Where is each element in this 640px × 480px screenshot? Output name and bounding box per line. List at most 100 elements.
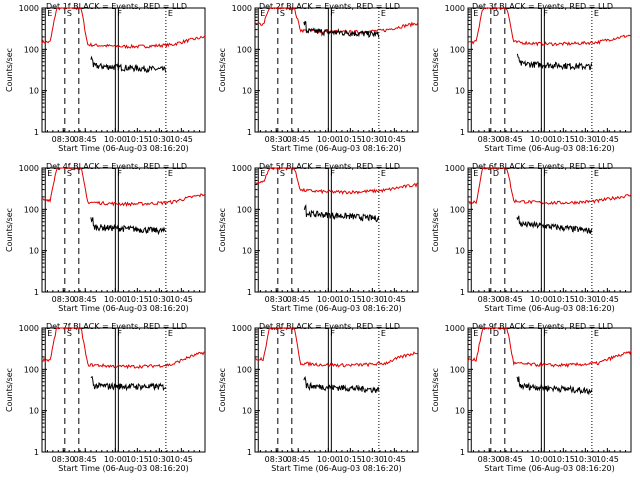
x-tick-label: 08:30 xyxy=(52,455,75,464)
y-tick-label: 1000 xyxy=(19,4,39,13)
plot-title: Det 9f BLACK = Events, RED = LLD xyxy=(472,322,613,331)
plot-frame xyxy=(254,167,419,293)
x-tick-label: 10:15 xyxy=(339,455,362,464)
y-tick-label: 100 xyxy=(24,45,39,54)
x-axis-label: Start Time (06-Aug-03 08:16:20) xyxy=(271,304,402,313)
detector-panel-3: Det 3f BLACK = Events, RED = LLD 1 10 100 10… xyxy=(431,2,632,153)
plot-frame xyxy=(254,327,419,453)
x-tick-label: 10:30 xyxy=(148,455,171,464)
time-marker-label: E xyxy=(473,169,478,178)
x-tick-label: 08:45 xyxy=(287,135,310,144)
x-tick-label: 10:15 xyxy=(126,295,149,304)
lld-series-line xyxy=(254,167,419,195)
y-tick-label: 1000 xyxy=(232,4,252,13)
events-series-line xyxy=(303,376,380,394)
x-tick-label: 10:45 xyxy=(383,455,406,464)
x-axis-label: Start Time (06-Aug-03 08:16:20) xyxy=(484,144,615,153)
x-tick-label: 08:30 xyxy=(478,455,501,464)
time-marker-label: E xyxy=(473,329,478,338)
plot-title: Det 4f BLACK = Events, RED = LLD xyxy=(46,162,187,171)
x-tick-label: 10:00 xyxy=(530,135,553,144)
events-series-line xyxy=(516,376,593,396)
time-marker-label: F xyxy=(117,169,122,178)
x-tick-label: 10:45 xyxy=(170,135,193,144)
y-tick-label: 1 xyxy=(247,448,252,457)
y-axis-label: Counts/sec xyxy=(218,48,227,92)
y-tick-label: 10 xyxy=(455,87,465,96)
y-tick-label: 10 xyxy=(242,407,252,416)
detector-panel-5: Det 5f BLACK = Events, RED = LLD 1 10 100 10… xyxy=(218,162,419,313)
lld-series-line xyxy=(41,166,206,207)
time-marker-label: F xyxy=(330,169,335,178)
y-tick-label: 100 xyxy=(237,205,252,214)
plot-frame xyxy=(254,7,419,133)
x-tick-label: 08:30 xyxy=(265,455,288,464)
y-tick-label: 1000 xyxy=(232,324,252,333)
plot-title: Det 2f BLACK = Events, RED = LLD xyxy=(259,2,400,11)
x-tick-label: 10:15 xyxy=(552,135,575,144)
x-tick-label: 10:15 xyxy=(339,135,362,144)
time-marker-label: E xyxy=(47,9,52,18)
plot-title: Det 8f BLACK = Events, RED = LLD xyxy=(259,322,400,331)
y-tick-label: 1 xyxy=(460,288,465,297)
y-tick-label: 10 xyxy=(242,247,252,256)
y-tick-label: 100 xyxy=(450,45,465,54)
lld-series-line xyxy=(467,7,632,47)
plot-title: Det 1f BLACK = Events, RED = LLD xyxy=(46,2,187,11)
y-axis-label: Counts/sec xyxy=(431,368,440,412)
lld-series-line xyxy=(254,7,419,35)
time-marker-label: E xyxy=(168,169,173,178)
y-tick-label: 1 xyxy=(247,288,252,297)
events-series-line xyxy=(516,53,593,71)
y-axis-label: Counts/sec xyxy=(431,48,440,92)
y-axis-label: Counts/sec xyxy=(5,208,14,252)
x-tick-label: 10:45 xyxy=(596,135,619,144)
events-series-line xyxy=(90,375,167,392)
time-marker-label: D xyxy=(493,169,499,178)
time-marker-label: E xyxy=(168,9,173,18)
time-marker-label: S xyxy=(67,329,72,338)
detector-panel-9: Det 9f BLACK = Events, RED = LLD 1 10 100 10… xyxy=(431,322,632,473)
y-tick-label: 10 xyxy=(455,247,465,256)
x-tick-label: 10:30 xyxy=(574,135,597,144)
y-tick-label: 100 xyxy=(24,205,39,214)
y-axis-label: Counts/sec xyxy=(218,208,227,252)
x-tick-label: 10:45 xyxy=(170,295,193,304)
time-marker-label: E xyxy=(260,9,265,18)
events-series-line xyxy=(516,215,593,235)
time-marker-label: E xyxy=(381,169,386,178)
time-marker-label: E xyxy=(168,329,173,338)
time-marker-label: E xyxy=(594,9,599,18)
x-tick-label: 10:45 xyxy=(170,455,193,464)
time-marker-label: E xyxy=(260,329,265,338)
plot-title: Det 3f BLACK = Events, RED = LLD xyxy=(472,2,613,11)
x-tick-label: 10:15 xyxy=(552,295,575,304)
time-marker-label: E xyxy=(260,169,265,178)
y-tick-label: 1 xyxy=(34,448,39,457)
x-tick-label: 08:45 xyxy=(74,455,97,464)
x-axis-label: Start Time (06-Aug-03 08:16:20) xyxy=(58,304,189,313)
detector-panel-8: Det 8f BLACK = Events, RED = LLD 1 10 100 10… xyxy=(218,322,419,473)
detector-panel-6: Det 6f BLACK = Events, RED = LLD 1 10 100 10… xyxy=(431,162,632,313)
y-axis-label: Counts/sec xyxy=(5,48,14,92)
detector-panel-4: Det 4f BLACK = Events, RED = LLD 1 10 100 10… xyxy=(5,162,206,313)
time-marker-label: E xyxy=(381,329,386,338)
time-marker-label: S xyxy=(67,169,72,178)
y-axis-label: Counts/sec xyxy=(431,208,440,252)
x-tick-label: 10:15 xyxy=(126,455,149,464)
time-marker-label: F xyxy=(543,9,548,18)
x-tick-label: 10:30 xyxy=(361,295,384,304)
y-tick-label: 1000 xyxy=(19,164,39,173)
y-tick-label: 10 xyxy=(455,407,465,416)
detector-panel-2: Det 2f BLACK = Events, RED = LLD 1 10 100 10… xyxy=(218,2,419,153)
x-tick-label: 08:30 xyxy=(265,295,288,304)
x-axis-label: Start Time (06-Aug-03 08:16:20) xyxy=(271,464,402,473)
x-tick-label: 10:15 xyxy=(126,135,149,144)
time-marker-label: S xyxy=(280,329,285,338)
x-tick-label: 10:00 xyxy=(104,295,127,304)
x-tick-label: 08:45 xyxy=(500,135,523,144)
time-marker-label: F xyxy=(330,9,335,18)
y-tick-label: 1000 xyxy=(445,324,465,333)
